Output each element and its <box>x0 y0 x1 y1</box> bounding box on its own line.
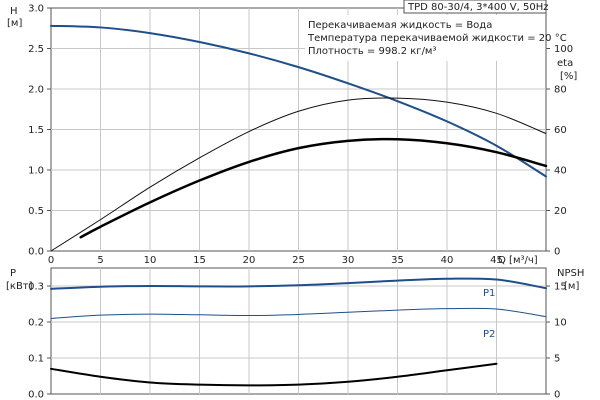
bottom-series <box>50 277 547 387</box>
note-liquid: Перекачиваемая жидкость = Вода <box>308 20 492 31</box>
p1-label: P1 <box>483 288 495 299</box>
bottom-right-tick-label: 15 <box>554 282 567 293</box>
q-tick-label: 25 <box>292 255 305 266</box>
top-left-tick-label: 3.0 <box>28 4 44 15</box>
q-tick-label: 20 <box>243 255 256 266</box>
top-right-tick-label: 20 <box>554 206 567 217</box>
top-right-tick-label: 60 <box>554 125 567 136</box>
top-left-tick-label: 1.5 <box>28 125 44 136</box>
npsh-axis-title: NPSH <box>557 268 584 279</box>
power-npsh-plot: 0.0 0.1 0.2 0.3 0 5 10 15 <box>28 267 567 400</box>
npsh-axis-unit: [м] <box>564 281 579 292</box>
top-left-tick-label: 2.0 <box>28 85 44 96</box>
bottom-left-tick-label: 0.0 <box>28 390 44 400</box>
q-tick-label: 5 <box>97 255 103 266</box>
q-tick-label: 30 <box>342 255 355 266</box>
bottom-right-tick-label: 5 <box>554 354 560 365</box>
bottom-series-p1 <box>50 277 547 290</box>
top-series <box>50 24 548 252</box>
bottom-series-npsh <box>50 362 498 387</box>
note-temperature: Температура перекачиваемой жидкости = 20… <box>307 33 567 44</box>
q-tick-label: 35 <box>391 255 404 266</box>
top-left-tick-label: 0.0 <box>28 247 44 258</box>
q-tick-label: 40 <box>441 255 454 266</box>
top-series-eta <box>50 97 547 252</box>
q-tick-label: 10 <box>144 255 157 266</box>
bottom-series-p2 <box>50 307 547 319</box>
top-right-tick-label: 0 <box>554 247 560 258</box>
eta-axis-unit: [%] <box>560 71 577 82</box>
top-series-h <box>50 24 547 178</box>
top-right-tick-label: 80 <box>554 85 567 96</box>
top-ticks: 0.0 0.5 1.0 1.5 2.0 2.5 3.0 0 20 40 60 80 100 0 5 10 15 2… <box>28 4 573 267</box>
h-axis-unit: [м] <box>7 18 22 29</box>
bottom-left-tick-label: 0.1 <box>28 354 44 365</box>
bottom-ticks: 0.0 0.1 0.2 0.3 0 5 10 15 <box>28 282 567 400</box>
top-left-tick-label: 0.5 <box>28 206 44 217</box>
bottom-right-tick-label: 0 <box>554 390 560 400</box>
q-axis-title: Q [м³/ч] <box>498 255 538 266</box>
top-right-tick-label: 40 <box>554 166 567 177</box>
p-axis-title: P <box>10 268 16 279</box>
h-axis-title: H <box>10 6 18 17</box>
model-box <box>403 0 547 14</box>
bottom-left-tick-label: 0.2 <box>28 318 44 329</box>
top-series-eta-thick <box>79 137 548 239</box>
note-density: Плотность = 998.2 кг/м³ <box>308 46 437 57</box>
top-left-tick-label: 2.5 <box>28 44 44 55</box>
model-label: TPD 80-30/4, 3*400 V, 50Hz <box>407 2 548 13</box>
p2-label: P2 <box>483 329 495 340</box>
q-tick-label: 15 <box>193 255 206 266</box>
top-left-tick-label: 1.0 <box>28 166 44 177</box>
bottom-right-tick-label: 10 <box>554 318 567 329</box>
bottom-left-tick-label: 0.3 <box>28 282 44 293</box>
q-tick-label: 0 <box>48 255 54 266</box>
p-axis-unit: [кВт] <box>6 281 33 292</box>
q-tick-label: 45 <box>490 255 503 266</box>
top-right-tick-label: 100 <box>554 44 573 55</box>
eta-axis-title: eta <box>557 58 573 69</box>
notes-backdrop <box>305 15 545 61</box>
